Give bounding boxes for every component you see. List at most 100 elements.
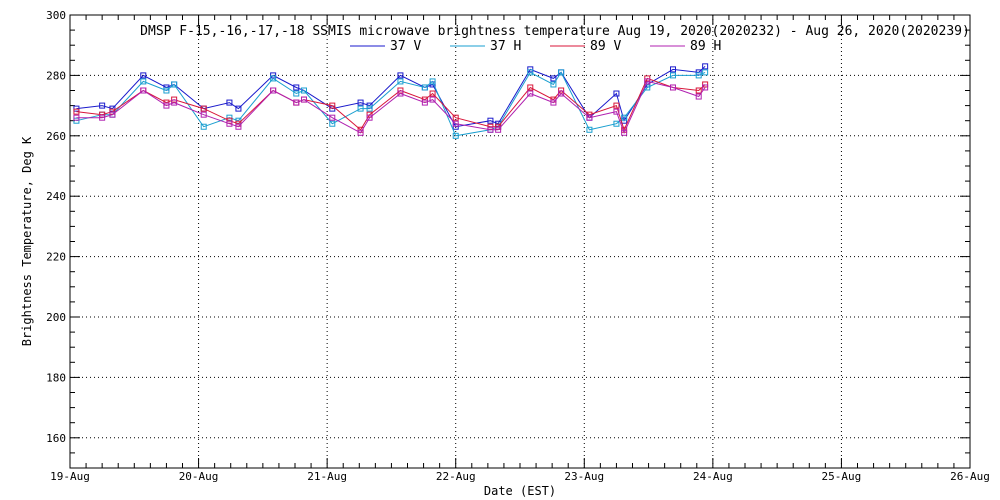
x-tick-label: 21-Aug: [307, 470, 347, 483]
y-tick-label: 220: [46, 251, 66, 264]
data-point: [527, 90, 534, 97]
y-tick-label: 280: [46, 69, 66, 82]
x-tick-label: 26-Aug: [950, 470, 990, 483]
data-point: [171, 99, 178, 106]
data-point: [293, 99, 300, 106]
data-point: [702, 81, 709, 88]
tick-labels: 160 180 200 220 240 260 280 300 19-Aug 20-Aug 21-A…: [46, 9, 990, 483]
data-point: [270, 87, 277, 94]
data-point: [357, 105, 364, 112]
series-89-h: [73, 78, 709, 136]
y-tick-label: 260: [46, 130, 66, 143]
data-point: [357, 99, 364, 106]
data-point: [670, 84, 676, 91]
data-point: [429, 96, 436, 103]
data-point: [200, 111, 207, 118]
data-point: [527, 84, 534, 91]
series-line: [76, 80, 706, 135]
data-point: [670, 72, 676, 79]
data-point: [301, 96, 307, 103]
data-point: [550, 99, 557, 106]
data-point: [613, 108, 620, 115]
data-point: [140, 87, 147, 94]
data-point: [163, 102, 170, 109]
data-point: [558, 90, 565, 97]
data-point: [487, 123, 494, 130]
chart-title: DMSP F-15,-16,-17,-18 SSMIS microwave br…: [140, 24, 970, 39]
data-point: [73, 105, 80, 112]
data-point: [421, 99, 428, 106]
series-layer: [73, 63, 709, 139]
data-point: [140, 78, 147, 85]
data-point: [293, 84, 300, 91]
y-tick-label: 180: [46, 371, 66, 384]
x-tick-label: 19-Aug: [50, 470, 90, 483]
legend-label: 37 V: [390, 39, 421, 54]
data-point: [702, 84, 709, 91]
data-point: [163, 87, 170, 94]
data-point: [429, 90, 436, 97]
plot-frame: [69, 14, 971, 469]
legend-label: 89 H: [690, 39, 721, 54]
y-axis-title: Brightness Temperature, Deg K: [20, 136, 34, 346]
x-axis-title: Date (EST): [484, 484, 556, 498]
data-point: [171, 81, 178, 88]
data-point: [495, 126, 502, 133]
data-point: [621, 114, 628, 121]
data-point: [621, 129, 628, 136]
data-point: [397, 78, 404, 85]
data-point: [235, 123, 242, 130]
data-point: [527, 69, 534, 76]
minor-ticks: [69, 14, 971, 469]
data-point: [235, 105, 242, 112]
data-point: [695, 72, 702, 79]
data-point: [301, 87, 307, 94]
data-point: [702, 69, 709, 76]
data-point: [109, 111, 116, 118]
data-point: [329, 102, 336, 109]
data-point: [329, 114, 336, 121]
data-point: [613, 120, 620, 127]
data-point: [226, 120, 233, 127]
data-point: [99, 111, 106, 118]
y-tick-label: 160: [46, 432, 66, 445]
data-point: [293, 90, 300, 97]
data-point: [550, 81, 557, 88]
x-tick-label: 22-Aug: [436, 470, 476, 483]
data-point: [357, 129, 364, 136]
data-point: [329, 120, 336, 127]
data-point: [200, 123, 207, 130]
gridlines: [70, 15, 970, 468]
legend-label: 37 H: [490, 39, 521, 54]
data-point: [366, 105, 373, 112]
data-point: [695, 93, 702, 100]
data-point: [397, 72, 404, 79]
series-line: [76, 71, 706, 137]
legend-label: 89 V: [590, 39, 621, 54]
data-point: [226, 99, 233, 106]
data-point: [487, 126, 494, 133]
data-point: [73, 108, 80, 115]
data-point: [99, 102, 106, 109]
data-point: [695, 87, 702, 94]
data-point: [452, 120, 459, 127]
data-point: [366, 114, 373, 121]
y-tick-label: 200: [46, 311, 66, 324]
data-point: [586, 114, 593, 121]
x-tick-label: 20-Aug: [179, 470, 219, 483]
x-tick-label: 23-Aug: [564, 470, 604, 483]
data-point: [613, 90, 620, 97]
data-point: [644, 78, 651, 85]
data-point: [452, 132, 459, 139]
x-tick-label: 24-Aug: [693, 470, 733, 483]
data-point: [200, 105, 207, 112]
x-tick-label: 25-Aug: [822, 470, 862, 483]
y-tick-label: 300: [46, 9, 66, 22]
data-point: [586, 126, 593, 133]
data-point: [452, 114, 459, 121]
data-point: [171, 96, 178, 103]
data-point: [397, 90, 404, 97]
data-point: [99, 114, 106, 121]
data-point: [550, 75, 557, 82]
